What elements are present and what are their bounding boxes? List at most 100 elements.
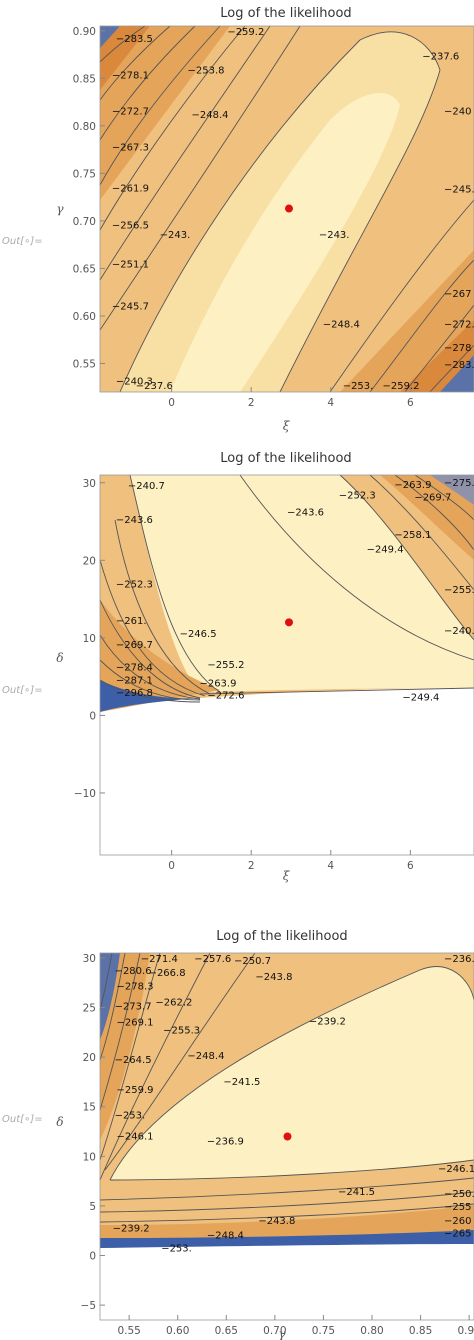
y-tick-label: 0.55 <box>73 358 96 370</box>
y-tick-label: 20 <box>83 555 96 567</box>
contour-label: −240.3 <box>116 376 153 387</box>
out-label-2: Out[∘]= <box>2 685 43 696</box>
contour-label: −261.9 <box>112 183 149 194</box>
panel-3: Out[∘]= Log of the likelihood <box>2 929 474 1340</box>
contour-label: −253. <box>343 381 374 392</box>
contour-lines-1 <box>99 25 474 393</box>
contour-label: −236.9 <box>207 1136 244 1147</box>
x-tick-label: 0 <box>168 860 175 872</box>
contour-label: −287.1 <box>116 676 153 687</box>
chart-2-ylabel: δ <box>56 651 63 665</box>
chart-2-xlabel: ξ <box>283 869 291 883</box>
y-tick-label: −10 <box>74 788 96 800</box>
contour-label: −267.3 <box>112 143 149 154</box>
x-tick-label: 0.80 <box>360 1325 383 1337</box>
chart-3-xlabel: γ <box>278 1327 286 1340</box>
y-tick-label: 0 <box>89 1251 96 1263</box>
y-tick-label: 0.65 <box>73 263 96 275</box>
chart-3-field <box>99 952 474 1248</box>
contour-label: −252.3 <box>339 490 376 501</box>
y-tick-label: 15 <box>83 1102 96 1114</box>
y-tick-label: 25 <box>83 1003 96 1015</box>
contour-label: −267 <box>444 289 471 300</box>
contour-lines-2 <box>99 474 474 703</box>
chart-3-title: Log of the likelihood <box>216 929 347 944</box>
contour-label: −246.1 <box>117 1131 154 1142</box>
x-tick-label: 2 <box>248 397 255 409</box>
contour-label: −278.1 <box>112 70 149 81</box>
out-label-3: Out[∘]= <box>2 1114 43 1125</box>
region-low-right <box>380 475 474 560</box>
contour-label: −273.7 <box>115 1002 152 1013</box>
contour-label: −278 <box>444 343 471 354</box>
chart-2-contour-labels: −240.7 −243.6 −243.6 −252.3 −263.9 −269.7 −275… <box>116 478 474 704</box>
chart-2-frame <box>99 474 474 856</box>
contour-label: −264.5 <box>115 1055 152 1066</box>
y-tick-label: 0.70 <box>73 216 96 228</box>
chart-1-xlabel: ξ <box>283 419 291 433</box>
contour-label: −253.8 <box>188 66 225 77</box>
contour-label: −243.8 <box>255 972 292 983</box>
contour-label: −272.7 <box>112 106 149 117</box>
chart-2-title: Log of the likelihood <box>220 451 351 466</box>
contour-label: −249.4 <box>402 693 439 704</box>
contour-label: −259.2 <box>382 381 419 392</box>
x-tick-label: 0.60 <box>166 1325 189 1337</box>
contour-label: −246.1 <box>438 1164 474 1175</box>
y-tick-label: 0.60 <box>73 311 96 323</box>
contour-label: −259.9 <box>117 1085 154 1096</box>
contour-label: −241.5 <box>223 1077 260 1088</box>
contour-label: −237.6 <box>422 51 459 62</box>
contour-label: −269.1 <box>117 1017 154 1028</box>
y-tick-label: 0.75 <box>73 168 96 180</box>
contour-label: −243. <box>319 230 350 241</box>
chart-3-ylabel: δ <box>56 1115 63 1129</box>
contour-label: −283. <box>444 360 474 371</box>
contour-label: −240.7 <box>128 481 165 492</box>
region-peak <box>110 966 474 1180</box>
chart-1-ticks: 0 2 4 6 0.55 0.60 0.65 0.70 0.75 0.80 0.85 0.90 <box>73 26 414 409</box>
contour-label: −243.8 <box>258 1216 295 1227</box>
y-tick-label: 5 <box>89 1201 96 1213</box>
chart-2-field <box>99 474 474 712</box>
y-tick-label: 0.90 <box>73 26 96 38</box>
x-tick-label: 0.90 <box>457 1325 474 1337</box>
contour-label: −243.6 <box>287 507 324 518</box>
region-peak <box>170 93 400 392</box>
contour-label: −241.5 <box>338 1187 375 1198</box>
region-low-left <box>100 26 230 200</box>
contour-label: −259.2 <box>227 27 264 38</box>
contour-label: −271.4 <box>141 954 178 965</box>
x-tick-label: 0 <box>168 397 175 409</box>
contour-label: −269.7 <box>414 493 451 504</box>
region-lower-right <box>400 320 474 392</box>
region-min-right <box>430 475 474 505</box>
contour-label: −255.2 <box>207 660 244 671</box>
contour-label: −253. <box>161 1244 192 1255</box>
region-min-left <box>100 953 120 1040</box>
contour-label: −239.2 <box>113 1224 150 1235</box>
contour-label: −237.6 <box>136 381 173 392</box>
region-low-left <box>100 600 220 712</box>
x-tick-label: 4 <box>327 397 334 409</box>
y-tick-label: 10 <box>83 1151 96 1163</box>
x-tick-label: 0.65 <box>215 1325 238 1337</box>
chart-1-ylabel: γ <box>56 202 64 216</box>
contour-label: −283.5 <box>116 34 153 45</box>
panel-1: Out[∘]= Log of the likelihood <box>2 6 474 433</box>
y-tick-label: 0.85 <box>73 73 96 85</box>
x-tick-label: 0.70 <box>263 1325 286 1337</box>
chart-1-title: Log of the likelihood <box>220 6 351 21</box>
contour-label: −269.7 <box>116 640 153 651</box>
contour-label: −278.4 <box>116 662 153 673</box>
x-tick-label: 0.55 <box>117 1325 140 1337</box>
contour-label: −248.4 <box>192 110 229 121</box>
contour-label: −272.6 <box>207 690 244 701</box>
contour-label: −296.8 <box>116 688 153 699</box>
contour-label: −272. <box>444 319 474 330</box>
chart-3-frame <box>99 952 474 1321</box>
contour-label: −243.6 <box>116 515 153 526</box>
contour-label: −240. <box>444 626 474 637</box>
region-lower-left <box>100 26 150 90</box>
contour-label: −280.6 <box>115 966 152 977</box>
